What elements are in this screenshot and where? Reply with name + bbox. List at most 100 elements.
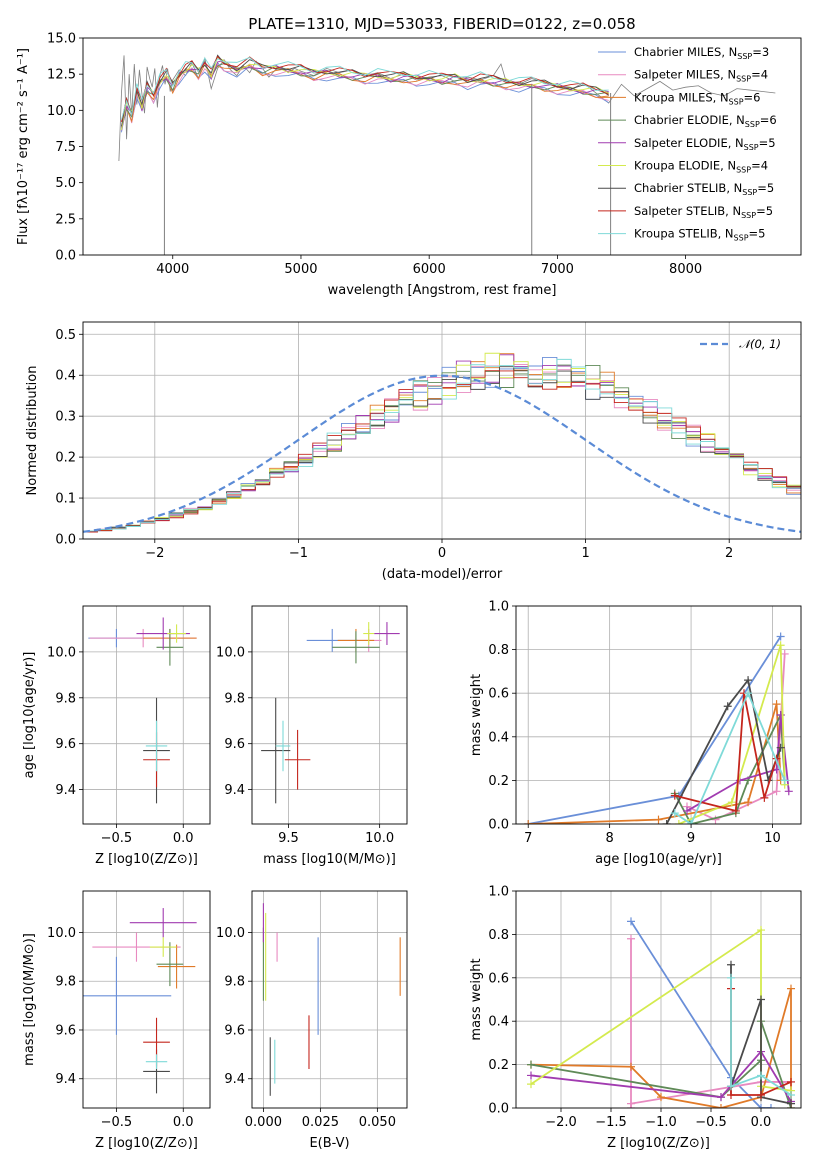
mass-weight-marker (727, 1082, 735, 1091)
x-tick-label: 5000 (284, 262, 317, 277)
y-tick-label: 12.5 (47, 68, 76, 83)
y-tick-label: 10.0 (216, 645, 245, 660)
x-tick-label: 0.025 (302, 1115, 339, 1130)
x-tick-label: −0.5 (695, 1115, 727, 1130)
plot-area-weight_vs_age (524, 632, 793, 824)
x-tick-label: −1.0 (645, 1115, 677, 1130)
legend-label-rest: =6 (744, 90, 761, 104)
x-tick-label: 0 (438, 546, 446, 561)
y-tick-label: 9.6 (224, 737, 245, 752)
legend-label-rest: =4 (751, 159, 768, 173)
mass-weight-marker (627, 1062, 635, 1071)
legend-label: Chabrier ELODIE, NSSP=6 (634, 113, 777, 129)
mass-weight-marker (757, 1090, 765, 1099)
legend-label-base: Chabrier ELODIE, N (634, 113, 745, 127)
mass-weight-marker (780, 776, 789, 785)
y-tick-label: 10.0 (216, 926, 245, 941)
panel-weight_vs_Z: −2.0 −1.5 −1.0 −0.5 0.0 0.0 0.2 0.4 0.6 0.8 1.0 Z [… (469, 885, 802, 1151)
x-axis-label: Z [log10(Z/Z⊙)] (95, 852, 198, 867)
errorbar-point (157, 944, 196, 989)
legend-label-sub: SSP (745, 120, 760, 129)
legend-label-base: Kroupa ELODIE, N (634, 159, 736, 173)
legend-label-sub: SSP (736, 75, 751, 84)
mass-weight-marker (787, 1099, 795, 1108)
legend-label: Chabrier STELIB, NSSP=5 (634, 181, 774, 197)
y-tick-label: 0.4 (488, 730, 509, 745)
y-axis-label: mass [log10(M/M⊙)] (22, 933, 37, 1066)
x-axis-label: (data-model)/error (382, 567, 503, 582)
y-tick-label: 9.8 (55, 691, 76, 706)
x-tick-label: 9 (687, 831, 695, 846)
mass-weight-marker (776, 632, 785, 641)
histogram-step-line (83, 364, 801, 532)
histogram-step-line (83, 353, 801, 533)
mass-weight-marker (670, 809, 679, 818)
mass-weight-marker (757, 1104, 765, 1108)
legend-label-base: Salpeter ELODIE, N (634, 136, 744, 150)
histogram-step-line (83, 354, 801, 532)
mass-weight-marker (787, 984, 795, 993)
mass-weight-marker (662, 820, 671, 824)
errorbar-point (145, 1054, 168, 1069)
x-tick-label: 10.0 (365, 831, 394, 846)
x-tick-label: 8 (606, 831, 614, 846)
y-tick-label: 1.0 (488, 600, 509, 615)
mass-weight-marker (657, 1093, 665, 1102)
mass-weight-line (674, 690, 786, 824)
mass-weight-marker (757, 995, 765, 1004)
legend-label-sub: SSP (741, 211, 756, 220)
mass-weight-marker (744, 676, 753, 685)
legend-label-rest: =5 (756, 204, 773, 218)
legend-label: Kroupa MILES, NSSP=6 (634, 90, 760, 106)
mass-weight-marker (731, 806, 740, 815)
x-tick-label: 10 (764, 831, 781, 846)
errorbar-point (374, 622, 400, 646)
model-spectrum-line (121, 54, 609, 127)
legend-label-sub: SSP (744, 143, 759, 152)
mass-weight-marker (772, 700, 781, 709)
mass-weight-marker (757, 1071, 765, 1080)
y-tick-label: 10.0 (47, 104, 76, 119)
x-tick-label: 4000 (156, 262, 189, 277)
legend-label-sub: SSP (729, 97, 744, 106)
x-axis-label: wavelength [Angstrom, rest frame] (328, 283, 557, 298)
panel-age_vs_mass: 9.5 10.0 9.4 9.6 9.8 10.0 mass [log10(M/M⊙)] (216, 605, 408, 867)
x-tick-label: 7000 (541, 262, 574, 277)
mass-weight-marker (670, 791, 679, 800)
mass-weight-marker (744, 689, 753, 698)
histogram-step-line (83, 352, 801, 533)
y-tick-label: 7.5 (55, 140, 76, 155)
plot-area-age_vs_Z (88, 617, 197, 804)
mass-weight-marker (627, 934, 635, 943)
plot-area-spectrum (118, 54, 776, 255)
legend-label-rest: =5 (759, 136, 776, 150)
x-tick-label: −1.5 (595, 1115, 627, 1130)
legend-label-sub: SSP (737, 52, 752, 61)
legend-label-base: Salpeter STELIB, N (634, 204, 741, 218)
y-tick-label: 9.6 (55, 737, 76, 752)
mass-weight-marker (687, 820, 696, 824)
mass-weight-marker (524, 820, 533, 824)
x-tick-label: −1 (289, 546, 308, 561)
y-axis-label: mass weight (469, 958, 484, 1040)
y-axis-label: Normed distribution (25, 366, 40, 496)
errorbar-point (363, 622, 375, 646)
errorbar-point (261, 697, 291, 804)
gaussian-curve (83, 374, 801, 533)
legend-label: Salpeter MILES, NSSP=4 (634, 68, 768, 84)
mass-weight-line (678, 644, 786, 824)
panel-residuals: −2 −1 0 1 2 0.0 0.1 0.2 0.3 0.4 0.5 (data-model)/er… (25, 321, 802, 582)
model-spectrum-line (121, 57, 609, 120)
y-tick-label: 9.8 (224, 975, 245, 990)
axes-frame (82, 605, 211, 825)
mass-weight-marker (776, 743, 785, 752)
plot-area-weight_vs_Z (527, 917, 795, 1108)
y-tick-label: 9.6 (224, 1023, 245, 1038)
mass-weight-marker (760, 793, 769, 802)
legend-label-rest: =3 (752, 45, 769, 59)
model-spectrum-line (121, 59, 609, 131)
mass-weight-marker (784, 787, 793, 796)
legend-label-rest: =4 (751, 68, 768, 82)
